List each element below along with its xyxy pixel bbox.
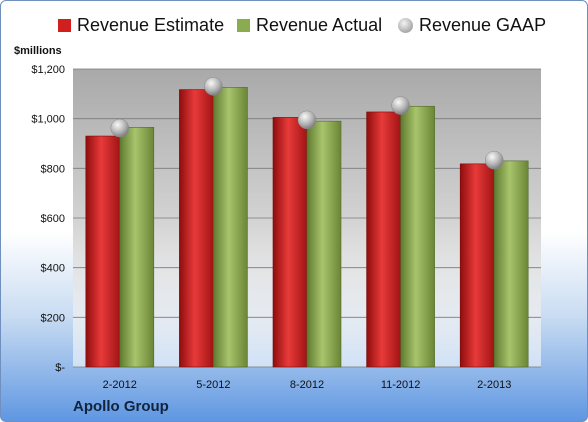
marker-gaap [204, 77, 223, 96]
bar-actual [400, 105, 435, 368]
x-axis: 2-2012 5-2012 8-2012 11-2012 2-2013 [103, 379, 512, 391]
legend-label-actual: Revenue Actual [256, 15, 383, 35]
legend-swatch-actual [237, 19, 250, 32]
x-tick-label: 5-2012 [196, 379, 230, 391]
bar-estimate [272, 117, 308, 368]
bars [85, 87, 529, 368]
bar-estimate [179, 89, 214, 368]
y-tick-label: $1,200 [31, 64, 65, 76]
bar-actual [493, 160, 529, 368]
bar-estimate [366, 111, 401, 368]
bar-estimate [85, 135, 121, 368]
y-tick-label: $200 [41, 312, 65, 324]
y-tick-label: $1,000 [31, 114, 65, 126]
y-tick-label: $400 [41, 263, 65, 275]
x-tick-label: 11-2012 [381, 379, 421, 391]
y-axis-units-label: $millions [14, 45, 62, 57]
legend-item-actual: Revenue Actual [237, 15, 382, 36]
legend-label-gaap: Revenue GAAP [419, 15, 547, 35]
legend-marker-gaap [398, 18, 413, 33]
y-tick-label: $600 [41, 213, 65, 225]
y-axis: $- $200 $400 $600 $800 $1,000 $1,200 [31, 64, 65, 374]
legend-item-gaap: Revenue GAAP [398, 15, 546, 36]
y-tick-label: $800 [41, 163, 65, 175]
marker-gaap [110, 118, 130, 138]
gaap-markers [110, 77, 504, 170]
x-tick-label: 2-2013 [477, 379, 511, 391]
marker-gaap [297, 110, 317, 130]
company-name: Apollo Group [73, 398, 169, 415]
bar-actual [213, 87, 248, 368]
legend-swatch-estimate [58, 19, 71, 32]
legend: Revenue Estimate Revenue Actual Revenue … [1, 15, 587, 45]
y-tick-label: $- [55, 362, 65, 374]
bar-estimate [459, 163, 495, 368]
marker-gaap [484, 150, 504, 170]
legend-item-estimate: Revenue Estimate [58, 15, 224, 36]
x-tick-label: 2-2012 [103, 379, 137, 391]
legend-label-estimate: Revenue Estimate [77, 15, 225, 35]
bar-actual [119, 127, 155, 368]
marker-gaap [391, 96, 410, 115]
x-tick-label: 8-2012 [290, 379, 324, 391]
bar-actual [306, 120, 342, 368]
